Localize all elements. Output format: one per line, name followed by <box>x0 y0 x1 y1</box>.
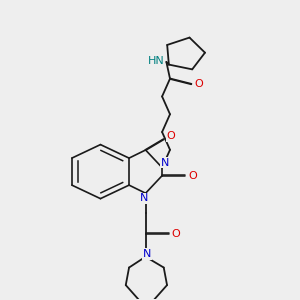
Text: O: O <box>194 79 203 89</box>
Text: N: N <box>160 158 169 168</box>
Text: O: O <box>172 229 180 239</box>
Text: HN: HN <box>148 56 165 66</box>
Text: O: O <box>167 131 176 142</box>
Text: N: N <box>140 193 148 203</box>
Text: O: O <box>188 171 197 181</box>
Text: N: N <box>143 249 152 259</box>
